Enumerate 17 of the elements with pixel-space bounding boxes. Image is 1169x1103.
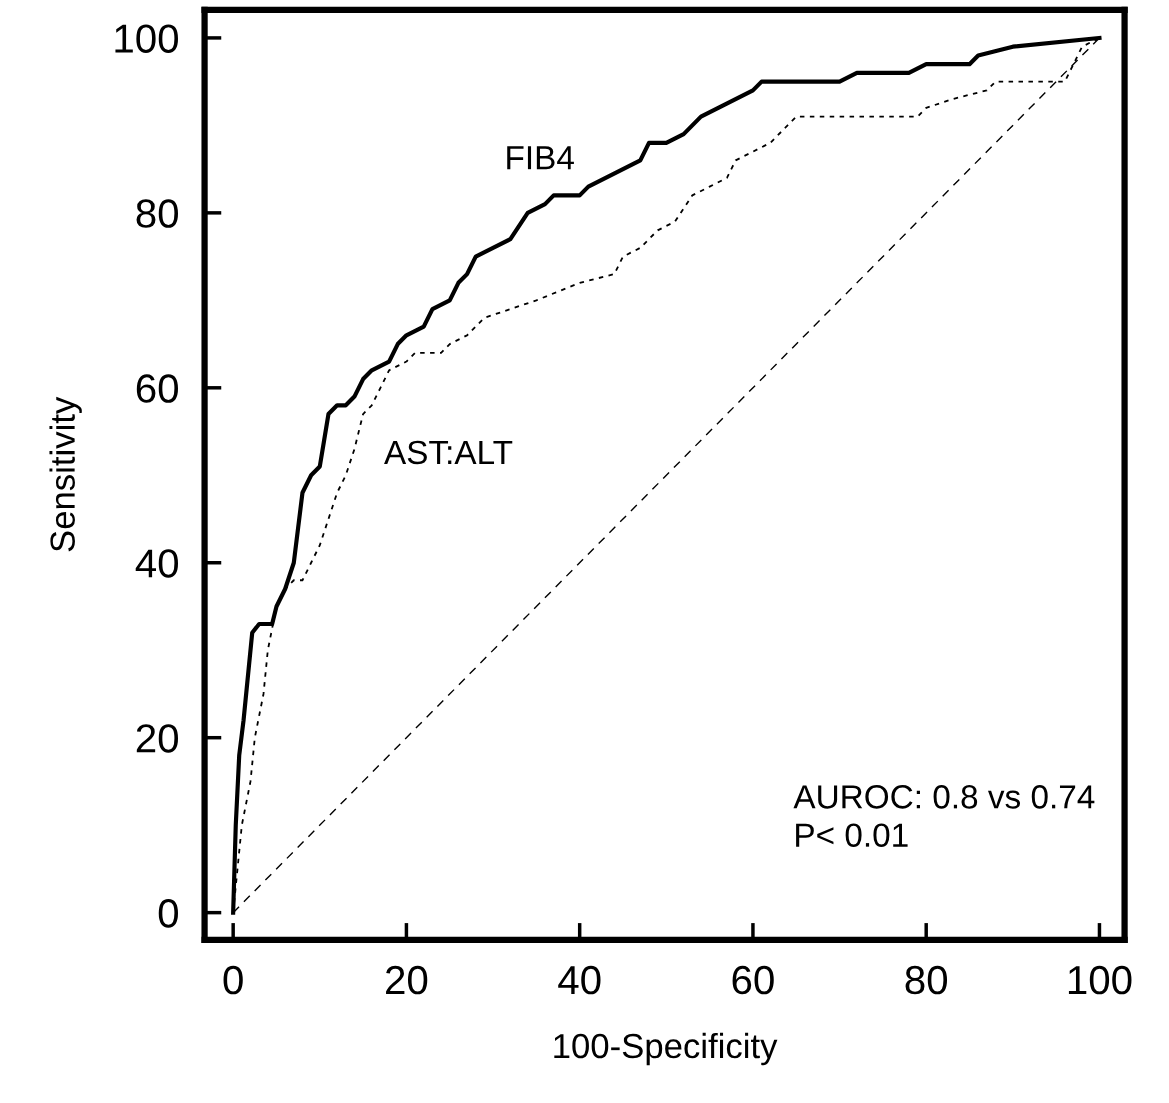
x-tick-label: 60 — [732, 965, 774, 995]
y-tick-label: 0 — [158, 899, 178, 928]
x-tick-label: 0 — [223, 965, 243, 995]
y-tick-label: 80 — [136, 199, 178, 228]
x-tick-label: 40 — [558, 965, 601, 995]
y-tick-label: 100 — [115, 24, 179, 53]
x-tick-label: 100 — [1068, 965, 1132, 995]
x-tick-label: 20 — [386, 965, 428, 995]
annotation: AUROC: 0.8 vs 0.74 P< 0.01 — [793, 785, 1095, 847]
x-tick-label: 80 — [905, 965, 948, 995]
y-tick-label: 40 — [135, 549, 178, 578]
y-tick-label: 60 — [136, 374, 178, 403]
y-tick-label: 20 — [136, 724, 178, 753]
series-label: AST:ALT — [384, 440, 513, 465]
y-axis-title: Sensitivity — [49, 396, 82, 552]
series-label: FIB4 — [507, 146, 574, 170]
x-axis-title: 100-Specificity — [554, 1032, 778, 1066]
